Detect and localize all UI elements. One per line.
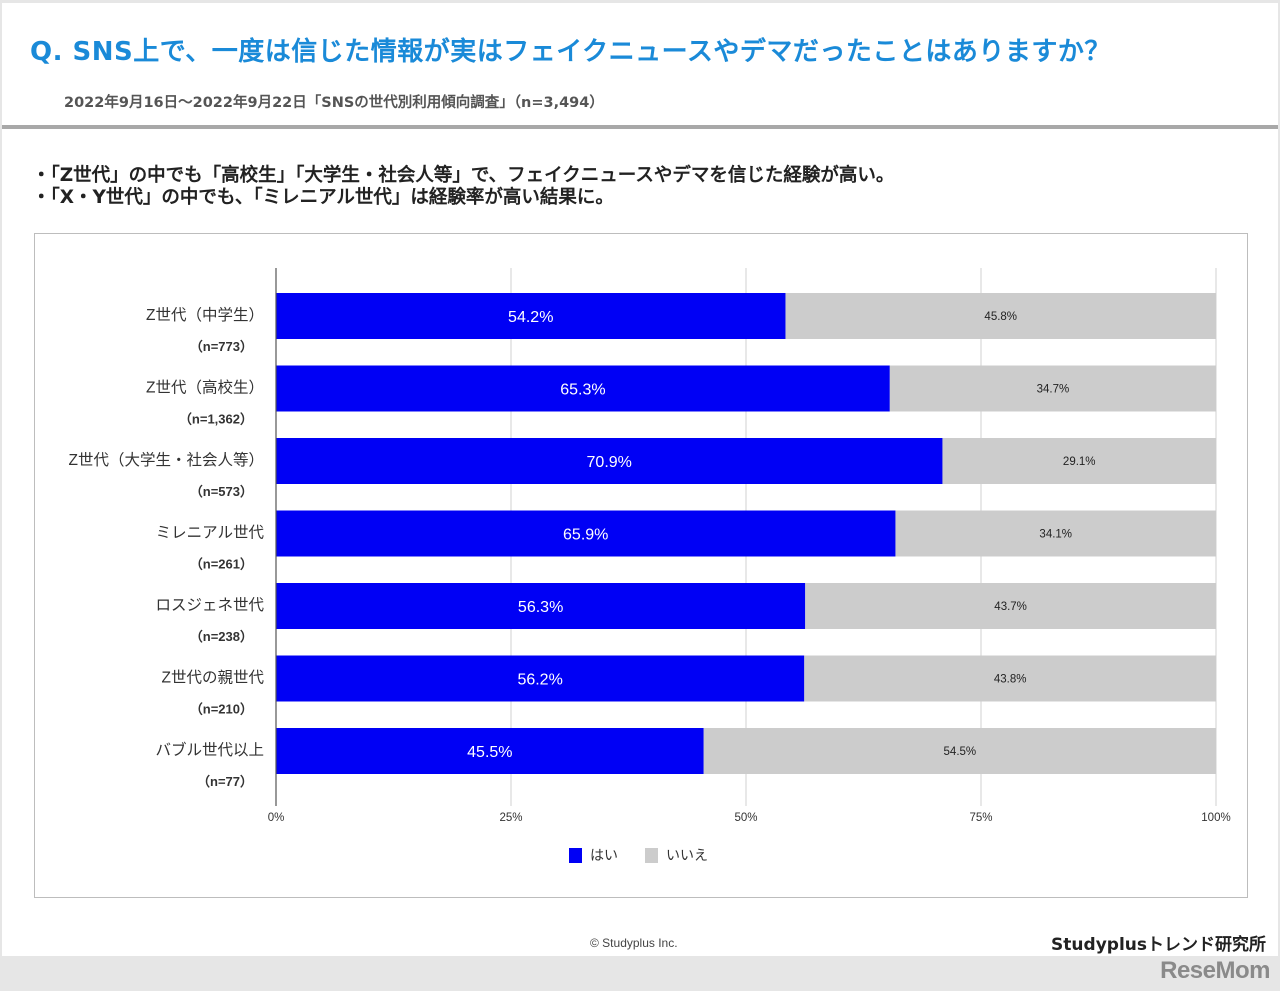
data-label-no: 45.8% (984, 311, 1017, 323)
x-tick-label: 50% (734, 812, 757, 824)
data-label-yes: 54.2% (508, 309, 553, 326)
data-label-yes: 56.2% (517, 672, 562, 689)
bar-no (942, 438, 1216, 484)
sample-size-label: （n=261） (190, 557, 253, 572)
bar-no (785, 293, 1216, 339)
bar-yes (276, 510, 896, 557)
x-tick-label: 25% (499, 812, 522, 824)
category-label: Z世代の親世代 (162, 669, 265, 687)
legend-swatch-no (645, 848, 658, 863)
data-label-no: 34.7% (1037, 384, 1070, 396)
category-label: Z世代（中学生） (146, 306, 264, 324)
category-label: バブル世代以上 (155, 740, 264, 759)
data-label-no: 29.1% (1063, 456, 1096, 468)
category-label: ロスジェネ世代 (155, 596, 264, 614)
copyright: © Studyplus Inc. (590, 936, 678, 950)
category-label: Z世代（大学生・社会人等） (69, 451, 264, 469)
data-label-no: 43.7% (994, 601, 1027, 613)
sample-size-label: （n=238） (190, 629, 253, 644)
header: Q. SNS上で、一度は信じた情報が実はフェイクニュースやデマだったことはありま… (2, 3, 1278, 129)
legend-label-yes: はい (590, 847, 618, 863)
bar-yes (276, 365, 890, 412)
category-label: ミレニアル世代 (156, 524, 265, 542)
data-label-no: 54.5% (944, 746, 977, 758)
category-label: Z世代（高校生） (146, 379, 264, 397)
bar-yes (276, 583, 806, 629)
bar-yes (276, 293, 786, 339)
bar-no (895, 510, 1216, 557)
bar-yes (276, 655, 805, 702)
legend-swatch-yes (569, 848, 582, 863)
page-title: Q. SNS上で、一度は信じた情報が実はフェイクニュースやデマだったことはありま… (30, 37, 1111, 67)
resemom-watermark-logo: ReseMom (1160, 957, 1270, 984)
data-label-no: 34.1% (1039, 529, 1072, 541)
bullet-item: ・「Z世代」の中でも「高校生」「大学生・社会人等」で、フェイクニュースやデマを信… (32, 165, 895, 186)
data-label-yes: 65.9% (563, 527, 608, 544)
summary-bullets: ・「Z世代」の中でも「高校生」「大学生・社会人等」で、フェイクニュースやデマを信… (32, 165, 894, 209)
sample-size-label: （n=210） (190, 702, 253, 717)
slide: Q. SNS上で、一度は信じた情報が実はフェイクニュースやデマだったことはありま… (2, 3, 1278, 956)
data-label-yes: 45.5% (467, 744, 512, 761)
data-label-yes: 70.9% (587, 454, 632, 471)
bar-no (703, 728, 1216, 774)
bullet-item: ・「X・Y世代」の中でも、「ミレニアル世代」は経験率が高い結果に。 (32, 187, 614, 208)
sample-size-label: （n=773） (190, 339, 253, 354)
sample-size-label: （n=573） (190, 484, 253, 499)
bar-no (804, 655, 1216, 702)
survey-subtitle: 2022年9月16日～2022年9月22日「SNSの世代別利用傾向調査」（n=3… (64, 95, 604, 111)
bar-yes (276, 728, 704, 774)
data-label-yes: 65.3% (560, 382, 605, 399)
data-label-no: 43.8% (994, 674, 1027, 686)
x-tick-label: 75% (969, 812, 992, 824)
bar-no (805, 583, 1216, 629)
sample-size-label: （n=77） (197, 774, 253, 789)
brand-name: Studyplusトレンド研究所 (1051, 935, 1266, 955)
chart-container: 0% 25% 50% 75% 100% 54.2% 45.8% Z世代（中学生） （n=773）… (34, 233, 1248, 898)
stacked-bar-chart: 0% 25% 50% 75% 100% 54.2% 45.8% Z世代（中学生） （n=773）… (69, 268, 1231, 863)
sample-size-label: （n=1,362） (179, 412, 253, 427)
bar-yes (276, 438, 943, 484)
data-label-yes: 56.3% (518, 599, 563, 616)
x-tick-label: 0% (268, 812, 285, 824)
legend-label-no: いいえ (666, 847, 708, 863)
bar-no (889, 365, 1216, 412)
x-tick-label: 100% (1201, 812, 1230, 824)
